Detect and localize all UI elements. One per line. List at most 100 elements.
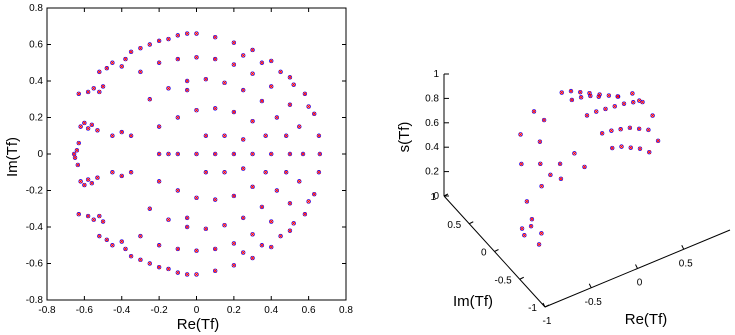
data-point <box>627 125 633 131</box>
data-point <box>194 248 199 253</box>
left-x-tick-label: -0.2 <box>151 305 169 316</box>
data-point <box>175 151 181 157</box>
data-point <box>212 56 218 62</box>
data-point <box>97 89 102 95</box>
data-point <box>655 138 661 144</box>
left-x-tick-label: 0.8 <box>339 305 353 316</box>
re-tick-label: 0 <box>637 278 643 289</box>
data-point <box>548 172 553 178</box>
data-point <box>302 91 308 96</box>
data-point <box>241 53 246 58</box>
data-point <box>175 188 181 193</box>
data-point <box>621 101 627 106</box>
data-point <box>263 133 268 138</box>
data-point <box>97 213 102 219</box>
data-point <box>618 127 623 132</box>
data-point <box>250 255 255 261</box>
data-point <box>104 237 109 242</box>
data-point <box>156 179 162 184</box>
data-point <box>156 124 162 129</box>
data-point <box>138 233 143 239</box>
data-point <box>250 71 255 76</box>
data-point <box>587 90 592 96</box>
data-point <box>194 31 199 36</box>
data-point <box>572 151 577 156</box>
data-point <box>241 166 246 171</box>
left-data-points <box>71 31 323 277</box>
data-point <box>306 199 311 204</box>
data-point <box>194 107 199 113</box>
data-point <box>212 151 218 157</box>
im-tick-mark <box>443 193 449 197</box>
data-point <box>287 151 293 157</box>
data-point <box>231 40 237 45</box>
left-y-tick-label: 0.6 <box>29 40 43 51</box>
z-axis-label: s(Tf) <box>396 122 413 153</box>
data-point <box>71 151 77 157</box>
left-x-tick-label: -0.4 <box>113 305 131 316</box>
z-tick-label: 0.2 <box>425 167 439 178</box>
data-point <box>89 122 95 127</box>
data-point <box>594 109 599 114</box>
data-point <box>100 84 106 89</box>
left-y-ticks: -0.8 -0.6 -0.4 -0.2 0 0.2 0.4 0.6 0.8 <box>26 3 346 306</box>
y-axis-label-3d: Im(Tf) <box>453 293 493 310</box>
data-point <box>231 241 237 246</box>
data-point <box>203 133 209 138</box>
data-point <box>241 215 246 221</box>
left-y-tick-label: 0.8 <box>29 3 43 14</box>
data-point <box>302 212 308 217</box>
data-point <box>119 129 124 135</box>
data-point <box>184 215 190 221</box>
data-point <box>110 133 115 138</box>
data-point <box>250 118 255 124</box>
data-point <box>76 212 81 217</box>
re-tick-label: -0.5 <box>585 297 603 308</box>
data-point <box>578 89 583 95</box>
data-point <box>72 155 78 160</box>
re-tick-mark <box>588 283 592 288</box>
data-point <box>599 131 605 136</box>
data-point <box>76 140 81 146</box>
im-tick-label: 0.5 <box>447 220 461 231</box>
data-point <box>636 126 642 132</box>
data-point <box>569 97 575 103</box>
data-point <box>85 89 91 95</box>
data-point <box>156 38 162 44</box>
data-point <box>522 233 527 238</box>
data-point <box>582 164 587 170</box>
re-tick-mark <box>635 264 638 269</box>
data-point <box>250 232 255 237</box>
data-point <box>291 82 296 87</box>
data-point <box>269 84 274 89</box>
data-point <box>630 91 635 96</box>
left-x-tick-label: -0.8 <box>38 305 56 316</box>
data-point <box>89 180 95 186</box>
left-y-axis-label: Im(Tf) <box>4 137 21 177</box>
data-point <box>610 145 615 151</box>
data-point <box>297 124 302 129</box>
data-point <box>97 233 102 239</box>
left-x-tick-label: 0.4 <box>264 305 278 316</box>
data-point <box>110 60 115 65</box>
data-point <box>156 151 162 157</box>
data-point <box>231 193 237 199</box>
data-point <box>222 222 227 228</box>
data-point <box>541 117 547 123</box>
data-point <box>82 120 87 126</box>
data-point <box>300 151 306 157</box>
im-tick-label: -0.5 <box>495 275 513 286</box>
data-point <box>85 213 91 219</box>
left-y-tick-label: -0.4 <box>26 222 44 233</box>
data-point <box>175 246 181 252</box>
re-tick-label: -1 <box>543 316 552 327</box>
data-point <box>250 47 255 53</box>
data-point <box>612 104 617 109</box>
data-point <box>166 86 171 91</box>
left-y-tick-label: 0.2 <box>29 113 43 124</box>
data-point <box>317 151 323 157</box>
data-point <box>119 64 124 69</box>
z-tick-label: 1 <box>433 69 439 80</box>
data-point <box>166 36 171 42</box>
data-point <box>316 133 322 138</box>
